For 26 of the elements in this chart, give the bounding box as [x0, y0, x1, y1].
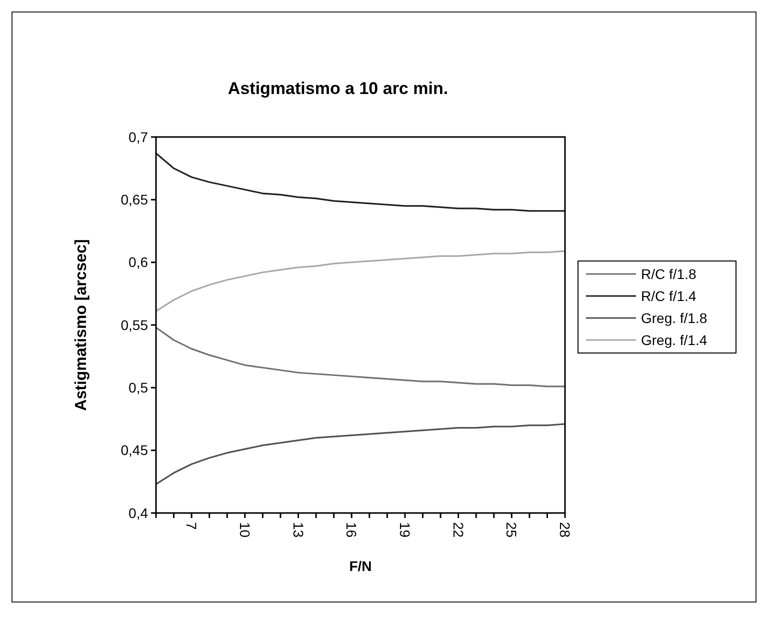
line-series — [155, 423, 566, 485]
legend-label: R/C f/1.8 — [641, 266, 696, 282]
legend-label: Greg. f/1.4 — [641, 332, 708, 348]
legend-label: R/C f/1.4 — [641, 288, 696, 304]
x-tick-label: 25 — [504, 522, 520, 538]
y-tick-label: 0,7 — [128, 128, 148, 145]
line-series — [155, 250, 566, 312]
line-series — [155, 326, 566, 388]
line-series — [155, 152, 566, 212]
x-tick-label: 16 — [344, 522, 360, 538]
chart-title: Astigmatismo a 10 arc min. — [228, 79, 448, 98]
x-tick-label: 10 — [237, 522, 254, 538]
y-tick-label: 0,4 — [128, 504, 148, 521]
x-axis-title: F/N — [349, 558, 372, 574]
y-tick-label: 0,55 — [120, 316, 148, 333]
x-tick-label: 28 — [557, 522, 574, 538]
x-tick-label: 7 — [184, 522, 200, 530]
x-tick-label: 22 — [450, 522, 466, 538]
y-tick-label: 0,45 — [120, 442, 148, 458]
legend-label: Greg. f/1.8 — [641, 310, 708, 326]
y-tick-label: 0,5 — [128, 380, 148, 396]
y-tick-label: 0,65 — [120, 192, 148, 208]
x-tick-label: 13 — [290, 522, 306, 538]
y-tick-label: 0,6 — [128, 254, 148, 270]
y-axis-title: Astigmatismo [arcsec] — [73, 239, 90, 411]
x-tick-label: 19 — [397, 522, 414, 538]
